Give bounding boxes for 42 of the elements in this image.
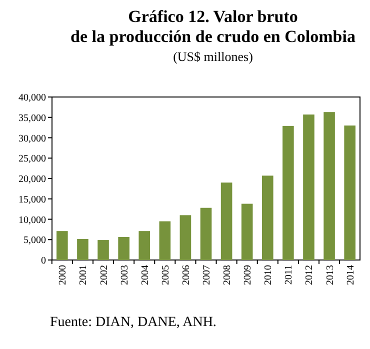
bar (77, 239, 88, 260)
x-tick-label: 2009 (242, 265, 254, 285)
bar (241, 204, 253, 260)
x-tick-label: 2012 (304, 265, 316, 285)
y-tick-label: 10,000 (18, 214, 46, 226)
bar (303, 114, 314, 260)
bar (282, 126, 294, 260)
y-tick-label: 35,000 (18, 112, 46, 124)
x-tick-label: 2000 (58, 265, 69, 285)
y-tick-label: 25,000 (18, 154, 46, 165)
bar (56, 231, 68, 260)
x-tick-label: 2001 (78, 265, 90, 285)
x-tick-label: 2007 (202, 265, 212, 285)
x-tick-label: 2010 (263, 265, 274, 285)
x-tick-label: 2004 (140, 265, 151, 285)
x-tick-label: 2002 (98, 265, 110, 285)
bar (344, 126, 356, 260)
bar (98, 240, 109, 260)
y-tick-label: 40,000 (18, 92, 46, 104)
y-tick-label: 30,000 (18, 133, 46, 144)
x-tick-label: 2013 (324, 265, 336, 285)
y-tick-label: 20,000 (18, 174, 46, 185)
y-tick-label: 15,000 (18, 194, 46, 206)
bar (159, 221, 171, 260)
y-tick-label: 5,000 (24, 235, 46, 246)
bar (180, 215, 192, 260)
chart-title: Gráfico 12. Valor bruto de la producción de crudo en Colombia (70, 7, 356, 46)
x-tick-label: 2014 (345, 265, 356, 285)
x-tick-label: 2011 (284, 265, 295, 285)
bar (138, 231, 150, 260)
source-note: Fuente: DIAN, DANE, ANH. (50, 315, 216, 330)
x-tick-label: 2005 (160, 265, 172, 285)
y-tick-label: 0 (41, 256, 46, 266)
bar (262, 176, 274, 260)
x-tick-label: 2008 (222, 265, 234, 285)
x-tick-label: 2006 (180, 265, 192, 285)
x-tick-label: 2003 (119, 265, 130, 285)
bar (118, 236, 130, 260)
bar (220, 182, 232, 260)
bar (200, 208, 212, 260)
chart-subtitle: (US$ millones) (173, 49, 253, 64)
bar (324, 112, 335, 260)
